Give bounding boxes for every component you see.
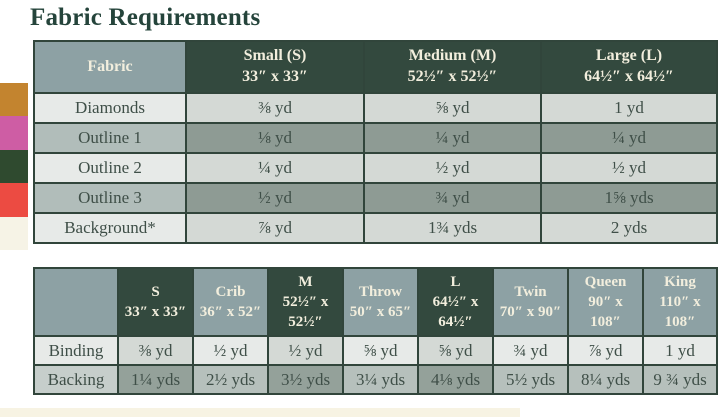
page-title: Fabric Requirements [30, 4, 261, 31]
small-size: 33″ x 33″ [242, 68, 308, 85]
size-dims: 33″ x 33″ [124, 304, 187, 320]
value-cell: ¾ yd [363, 182, 542, 214]
table-row-background: Background* ⅞ yd 1¾ yds 2 yds [33, 212, 718, 244]
size-column-header-s: S 33″ x 33″ [117, 267, 194, 337]
size-dims: 110″ x 108″ [659, 293, 701, 331]
table-row-backing: Backing 1¼ yds 2½ yds 3½ yds 3¼ yds 4⅛ y… [33, 364, 718, 395]
value-cell: ⅜ yd [117, 335, 194, 366]
value-cell: ½ yd [192, 335, 269, 366]
medium-label: Medium (M) [408, 47, 497, 65]
small-column-header: Small (S) 33″ x 33″ [185, 40, 365, 94]
value-cell: ⅛ yd [185, 122, 365, 154]
page-edge-strip [0, 408, 520, 417]
size-dims: 36″ x 52″ [199, 304, 262, 320]
value-cell: 4⅛ yds [417, 364, 494, 395]
value-cell: ½ yd [540, 152, 718, 184]
row-label: Backing [33, 364, 119, 395]
size-label: S [151, 283, 160, 300]
table-row-outline-1: Outline 1 ⅛ yd ¼ yd ¼ yd [33, 122, 718, 154]
table-row-diamonds: Diamonds ⅜ yd ⅝ yd 1 yd [33, 92, 718, 124]
value-cell: ⅝ yd [363, 92, 542, 124]
fabric-table-header-row: Fabric Small (S) 33″ x 33″ Medium (M) 52… [33, 40, 718, 94]
binding-backing-table: S 33″ x 33″ Crib 36″ x 52″ M 52½″ x 52½″… [33, 267, 718, 395]
value-cell: 8¼ yds [567, 364, 644, 395]
sizes-table-header-row: S 33″ x 33″ Crib 36″ x 52″ M 52½″ x 52½″… [33, 267, 718, 337]
row-label: Outline 1 [33, 122, 187, 154]
large-column-header: Large (L) 64½″ x 64½″ [540, 40, 718, 94]
fabric-requirements-table: Fabric Small (S) 33″ x 33″ Medium (M) 52… [33, 40, 718, 244]
value-cell: ¼ yd [185, 152, 365, 184]
table-row-outline-3: Outline 3 ½ yd ¾ yd 1⅝ yds [33, 182, 718, 214]
value-cell: ⅝ yd [417, 335, 494, 366]
large-label: Large (L) [595, 47, 663, 65]
row-label: Binding [33, 335, 119, 366]
medium-column-header: Medium (M) 52½″ x 52½″ [363, 40, 542, 94]
value-cell: 2½ yds [192, 364, 269, 395]
value-cell: 2 yds [540, 212, 718, 244]
size-dims: 52½″ x 52½″ [282, 293, 329, 331]
swatch-outline-2-icon [0, 149, 28, 184]
medium-size: 52½″ x 52½″ [407, 68, 498, 85]
value-cell: 5½ yds [492, 364, 569, 395]
value-cell: ¼ yd [363, 122, 542, 154]
fabric-color-swatches [0, 83, 28, 251]
size-label: Twin [514, 283, 547, 300]
size-dims: 64½″ x 64½″ [432, 293, 479, 331]
value-cell: 3½ yds [267, 364, 344, 395]
table-row-binding: Binding ⅜ yd ½ yd ½ yd ⅝ yd ⅝ yd ¾ yd ⅞ … [33, 335, 718, 366]
value-cell: 1¼ yds [117, 364, 194, 395]
size-label: King [664, 273, 696, 290]
size-label: Throw [358, 283, 403, 300]
size-column-header-m: M 52½″ x 52½″ [267, 267, 344, 337]
value-cell: 1 yd [642, 335, 718, 366]
size-column-header-crib: Crib 36″ x 52″ [192, 267, 269, 337]
size-column-header-throw: Throw 50″ x 65″ [342, 267, 419, 337]
corner-cell [33, 267, 119, 337]
small-label: Small (S) [243, 47, 307, 65]
value-cell: 1⅝ yds [540, 182, 718, 214]
swatch-background-icon [0, 216, 28, 251]
value-cell: ¾ yd [492, 335, 569, 366]
value-cell: ⅜ yd [185, 92, 365, 124]
size-dims: 70″ x 90″ [499, 304, 562, 320]
fabric-column-header: Fabric [33, 40, 187, 94]
row-label: Background* [33, 212, 187, 244]
size-dims: 90″ x 108″ [588, 293, 623, 331]
size-column-header-twin: Twin 70″ x 90″ [492, 267, 569, 337]
value-cell: ½ yd [267, 335, 344, 366]
row-label: Diamonds [33, 92, 187, 124]
size-label: Queen [584, 273, 627, 290]
value-cell: 3¼ yds [342, 364, 419, 395]
size-label: Crib [215, 283, 246, 300]
size-dims: 50″ x 65″ [349, 304, 412, 320]
value-cell: ⅞ yd [567, 335, 644, 366]
value-cell: 1 yd [540, 92, 718, 124]
value-cell: 1¾ yds [363, 212, 542, 244]
swatch-outline-3-icon [0, 183, 28, 217]
value-cell: 9 ¾ yds [642, 364, 718, 395]
value-cell: ⅞ yd [185, 212, 365, 244]
size-column-header-king: King 110″ x 108″ [642, 267, 718, 337]
size-label: M [298, 273, 313, 290]
size-column-header-queen: Queen 90″ x 108″ [567, 267, 644, 337]
row-label: Outline 3 [33, 182, 187, 214]
swatch-outline-1-icon [0, 116, 28, 150]
swatch-diamonds-icon [0, 83, 28, 117]
large-size: 64½″ x 64½″ [584, 68, 674, 85]
value-cell: ¼ yd [540, 122, 718, 154]
value-cell: ½ yd [363, 152, 542, 184]
size-column-header-l: L 64½″ x 64½″ [417, 267, 494, 337]
value-cell: ⅝ yd [342, 335, 419, 366]
table-row-outline-2: Outline 2 ¼ yd ½ yd ½ yd [33, 152, 718, 184]
row-label: Outline 2 [33, 152, 187, 184]
size-label: L [450, 273, 461, 290]
value-cell: ½ yd [185, 182, 365, 214]
